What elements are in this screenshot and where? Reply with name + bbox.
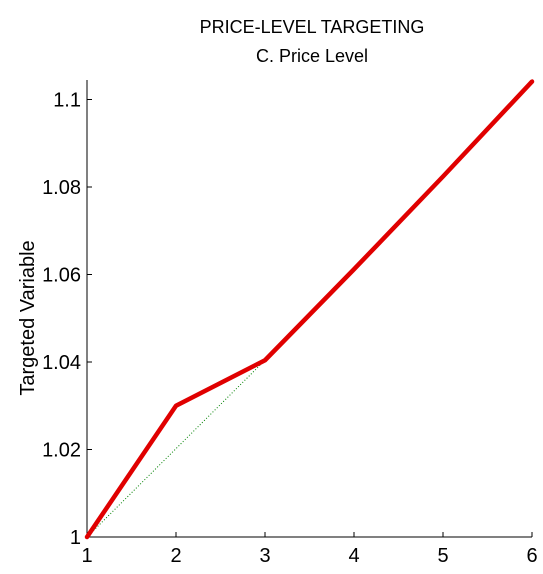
- x-tick-label: 3: [259, 545, 270, 567]
- series-group: [84, 79, 535, 540]
- tick-group: 1 2 3 4 5 6 1 1.02 1.04 1.06 1.08 1.1: [42, 90, 538, 568]
- x-tick-label: 1: [81, 545, 92, 567]
- y-tick-label: 1.08: [42, 177, 81, 199]
- y-tick-label: 1: [70, 527, 81, 549]
- chart-title: PRICE-LEVEL TARGETING: [200, 17, 425, 37]
- reference-dotted-line: [86, 359, 266, 538]
- y-tick-label: 1.04: [42, 352, 81, 374]
- price-level-line: [84, 79, 535, 540]
- x-tick-label: 6: [526, 545, 537, 567]
- x-tick-label: 5: [437, 545, 448, 567]
- y-tick-label: 1.02: [42, 440, 81, 462]
- x-tick-label: 4: [348, 545, 359, 567]
- y-axis-label: Targeted Variable: [17, 240, 39, 395]
- x-tick-label: 2: [170, 545, 181, 567]
- y-tick-label: 1.1: [53, 90, 81, 112]
- y-tick-label: 1.06: [42, 265, 81, 287]
- chart-subtitle: C. Price Level: [256, 46, 368, 66]
